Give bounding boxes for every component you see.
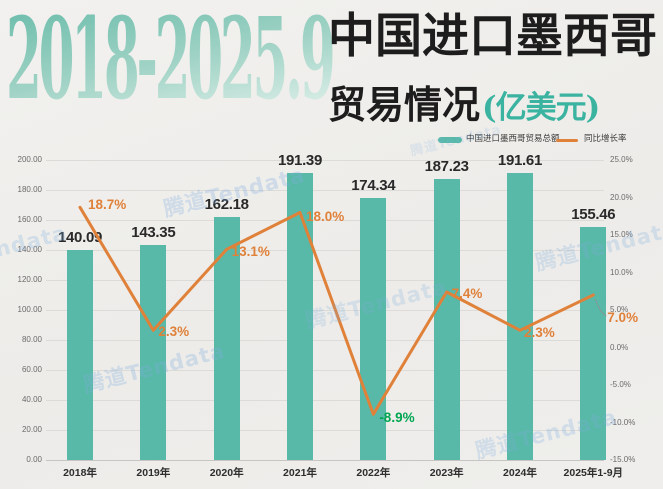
- y-axis-tick-left: 60.00: [21, 365, 42, 374]
- gridline: [46, 460, 604, 461]
- x-axis-label: 2018年: [63, 467, 97, 479]
- subtitle-unit: (亿美元): [482, 90, 600, 126]
- x-axis-label: 2025年1-9月: [563, 467, 624, 479]
- growth-point-label: 2.3%: [158, 324, 190, 340]
- y-axis-tick-right: 15.0%: [610, 230, 633, 239]
- y-axis-tick-left: 140.00: [17, 245, 42, 254]
- watermark: 腾道Tendata: [160, 162, 308, 222]
- page-title: 中国进口墨西哥: [328, 9, 657, 64]
- growth-point-label: 18.0%: [305, 208, 345, 224]
- bar: [433, 179, 460, 460]
- y-axis-tick-left: 100.00: [17, 305, 42, 314]
- y-axis-tick-left: 200.00: [17, 155, 42, 164]
- bar-value-label: 187.23: [424, 158, 469, 176]
- x-axis-label: 2022年: [356, 467, 391, 479]
- y-axis-tick-left: 120.00: [17, 275, 42, 284]
- y-axis-tick-left: 0.00: [26, 455, 42, 464]
- bar: [67, 249, 93, 460]
- bar-value-label: 191.39: [277, 151, 323, 169]
- y-axis-tick-right: 20.0%: [610, 192, 633, 202]
- legend-bar-label: 中国进口墨西哥贸易总额: [466, 133, 560, 143]
- x-axis-label: 2020年: [209, 467, 244, 479]
- bar-value-label: 143.35: [131, 223, 176, 241]
- y-axis-tick-left: 180.00: [17, 185, 42, 194]
- y-axis-tick-right: -15.0%: [610, 455, 636, 464]
- growth-point-label: 13.1%: [231, 244, 270, 260]
- title-year-range: 2018-2025.9: [6, 0, 336, 125]
- bar-value-label: 191.61: [497, 151, 543, 169]
- growth-point-label: 18.7%: [88, 197, 127, 213]
- gridline: [46, 160, 604, 161]
- y-axis-tick-right: 25.0%: [610, 155, 633, 164]
- y-axis-tick-left: 160.00: [17, 215, 42, 224]
- growth-point-label: 2.3%: [523, 325, 555, 341]
- bar: [506, 172, 533, 460]
- y-axis-tick-left: 40.00: [21, 395, 42, 404]
- y-axis-tick-left: 80.00: [21, 335, 42, 344]
- bar-value-label: 174.34: [351, 177, 396, 195]
- y-axis-tick-right: 5.0%: [610, 305, 629, 314]
- growth-point-label: 7.0%: [607, 310, 639, 325]
- page-subtitle: 贸易情况 (亿美元): [328, 74, 600, 129]
- x-axis-label: 2023年: [429, 467, 464, 479]
- y-axis-tick-right: 10.0%: [610, 267, 633, 277]
- legend-bar-swatch: [438, 137, 462, 143]
- legend-line-label: 同比增长率: [584, 133, 627, 143]
- y-axis-tick-right: -10.0%: [610, 417, 636, 427]
- bar-value-label: 155.46: [571, 205, 616, 223]
- y-axis-tick-right: 0.0%: [610, 342, 629, 352]
- x-axis-label: 2019年: [136, 467, 171, 479]
- x-axis-label: 2021年: [283, 467, 317, 479]
- legend-line-swatch: [556, 139, 578, 142]
- gridline: [46, 190, 604, 191]
- y-axis-tick-left: 20.00: [21, 425, 42, 434]
- watermark: 腾道Tendata: [0, 220, 70, 280]
- growth-point-label: -8.9%: [379, 410, 415, 426]
- y-axis-tick-right: -5.0%: [610, 380, 631, 389]
- subtitle-text: 贸易情况: [328, 82, 481, 127]
- x-axis-label: 2024年: [503, 467, 537, 479]
- growth-point-label: 7.4%: [451, 286, 483, 301]
- gridline: [46, 430, 604, 431]
